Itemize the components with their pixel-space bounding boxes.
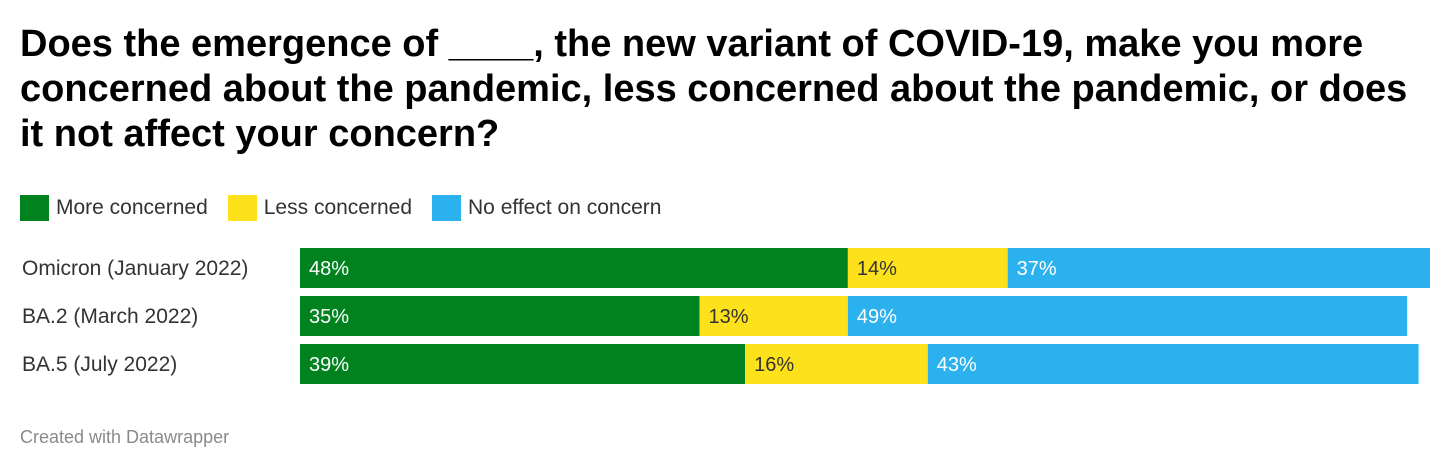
- legend-label-no-effect: No effect on concern: [468, 196, 662, 219]
- value-label-no-effect-on-concern-ba-5-july-2022: 43%: [937, 354, 977, 376]
- value-label-more-concerned-ba-5-july-2022: 39%: [309, 354, 349, 376]
- value-label-more-concerned-omicron-january-2022: 48%: [309, 258, 349, 280]
- category-label-ba-5-july-2022: BA.5 (July 2022): [22, 353, 177, 376]
- bar-no-effect-on-concern-ba-5-july-2022: [927, 344, 1419, 384]
- value-label-less-concerned-ba-5-july-2022: 16%: [754, 354, 794, 376]
- value-label-no-effect-on-concern-omicron-january-2022: 37%: [1017, 258, 1057, 280]
- legend-swatch-less-concerned: [227, 195, 257, 221]
- legend-label-more-concerned: More concerned: [56, 196, 208, 219]
- legend-swatch-no-effect: [432, 195, 462, 221]
- legend-item-more-concerned: More concerned: [20, 195, 208, 221]
- chart-title: Does the emergence of ____, the new vari…: [20, 23, 1408, 155]
- bar-less-concerned-ba-2-march-2022: [699, 296, 848, 336]
- bar-no-effect-on-concern-omicron-january-2022: [1007, 248, 1430, 288]
- legend-item-less-concerned: Less concerned: [227, 195, 413, 221]
- legend-item-no-effect: No effect on concern: [432, 195, 661, 221]
- value-label-less-concerned-ba-2-march-2022: 13%: [708, 306, 748, 328]
- value-label-more-concerned-ba-2-march-2022: 35%: [309, 306, 349, 328]
- bar-no-effect-on-concern-ba-2-march-2022: [847, 296, 1408, 336]
- legend-label-less-concerned: Less concerned: [263, 196, 413, 219]
- value-label-no-effect-on-concern-ba-2-march-2022: 49%: [857, 306, 897, 328]
- legend-swatch-more-concerned: [20, 195, 49, 221]
- bar-more-concerned-ba-2-march-2022: [300, 296, 700, 336]
- category-label-ba-2-march-2022: BA.2 (March 2022): [22, 305, 198, 328]
- value-label-less-concerned-omicron-january-2022: 14%: [857, 258, 897, 280]
- credit-footer: Created with Datawrapper: [20, 427, 230, 447]
- bar-more-concerned-omicron-january-2022: [300, 248, 848, 288]
- category-label-omicron-january-2022: Omicron (January 2022): [22, 257, 248, 280]
- bar-less-concerned-ba-5-july-2022: [745, 344, 928, 384]
- legend: More concerned Less concerned No effect …: [20, 195, 681, 221]
- bar-less-concerned-omicron-january-2022: [847, 248, 1008, 288]
- bar-more-concerned-ba-5-july-2022: [300, 344, 746, 384]
